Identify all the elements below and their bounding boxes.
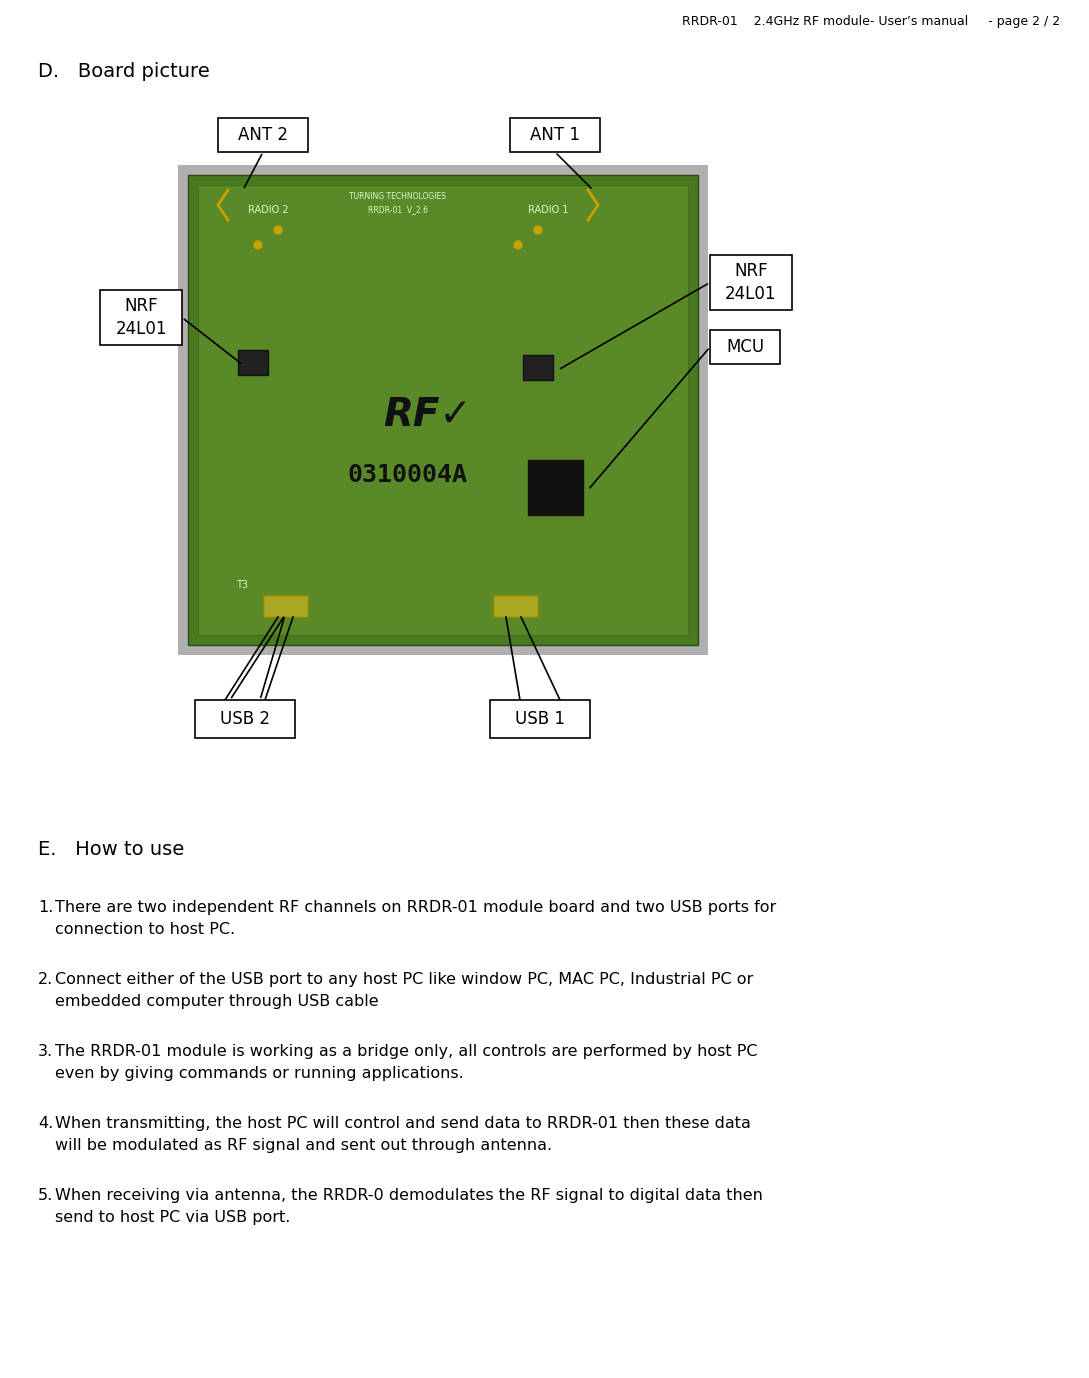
Text: connection to host PC.: connection to host PC.: [56, 922, 235, 937]
Text: will be modulated as RF signal and sent out through antenna.: will be modulated as RF signal and sent …: [56, 1138, 552, 1153]
Text: send to host PC via USB port.: send to host PC via USB port.: [56, 1210, 291, 1225]
Text: even by giving commands or running applications.: even by giving commands or running appli…: [56, 1067, 464, 1080]
Text: embedded computer through USB cable: embedded computer through USB cable: [56, 994, 379, 1009]
Bar: [523, 356, 553, 380]
Text: 3.: 3.: [38, 1045, 53, 1060]
Bar: [528, 460, 583, 515]
Text: NRF
24L01: NRF 24L01: [115, 298, 167, 338]
Text: RRDR-01    2.4GHz RF module- User’s manual     - page 2 / 2: RRDR-01 2.4GHz RF module- User’s manual …: [682, 15, 1060, 28]
Text: When receiving via antenna, the RRDR-0 demodulates the RF signal to digital data: When receiving via antenna, the RRDR-0 d…: [56, 1188, 763, 1203]
Bar: [710, 255, 792, 310]
Text: The RRDR-01 module is working as a bridge only, all controls are performed by ho: The RRDR-01 module is working as a bridg…: [56, 1045, 758, 1060]
Text: 2.: 2.: [38, 971, 53, 987]
Text: There are two independent RF channels on RRDR-01 module board and two USB ports : There are two independent RF channels on…: [56, 900, 776, 915]
Bar: [100, 289, 182, 344]
Bar: [178, 165, 708, 655]
Text: T3: T3: [236, 580, 248, 590]
Bar: [710, 329, 780, 364]
Text: 0310004A: 0310004A: [348, 463, 468, 486]
Text: USB 1: USB 1: [515, 710, 565, 728]
Circle shape: [514, 241, 522, 249]
Bar: [198, 185, 688, 635]
Text: E.   How to use: E. How to use: [38, 841, 184, 858]
Bar: [238, 350, 268, 375]
Text: D.   Board picture: D. Board picture: [38, 62, 210, 81]
Text: ANT 1: ANT 1: [530, 125, 580, 143]
Text: 5.: 5.: [38, 1188, 53, 1203]
Text: When transmitting, the host PC will control and send data to RRDR-01 then these : When transmitting, the host PC will cont…: [56, 1116, 751, 1131]
Text: ANT 2: ANT 2: [238, 125, 287, 143]
Text: RADIO 2: RADIO 2: [247, 205, 289, 215]
Bar: [218, 119, 308, 152]
Circle shape: [274, 226, 282, 234]
Bar: [188, 175, 698, 645]
Text: 1.: 1.: [38, 900, 53, 915]
Circle shape: [534, 226, 542, 234]
Text: Connect either of the USB port to any host PC like window PC, MAC PC, Industrial: Connect either of the USB port to any ho…: [56, 971, 754, 987]
Text: NRF
24L01: NRF 24L01: [725, 262, 776, 303]
Bar: [195, 700, 295, 739]
Text: MCU: MCU: [726, 338, 764, 356]
Text: 4.: 4.: [38, 1116, 53, 1131]
Text: TURNING TECHNOLOGIES
RRDR-01  V_2.6: TURNING TECHNOLOGIES RRDR-01 V_2.6: [350, 193, 446, 214]
Text: USB 2: USB 2: [220, 710, 270, 728]
Bar: [493, 595, 538, 617]
Circle shape: [254, 241, 262, 249]
Text: RADIO 1: RADIO 1: [528, 205, 568, 215]
Bar: [264, 595, 308, 617]
Bar: [510, 119, 600, 152]
Bar: [490, 700, 590, 739]
Text: RF✓: RF✓: [383, 395, 473, 434]
